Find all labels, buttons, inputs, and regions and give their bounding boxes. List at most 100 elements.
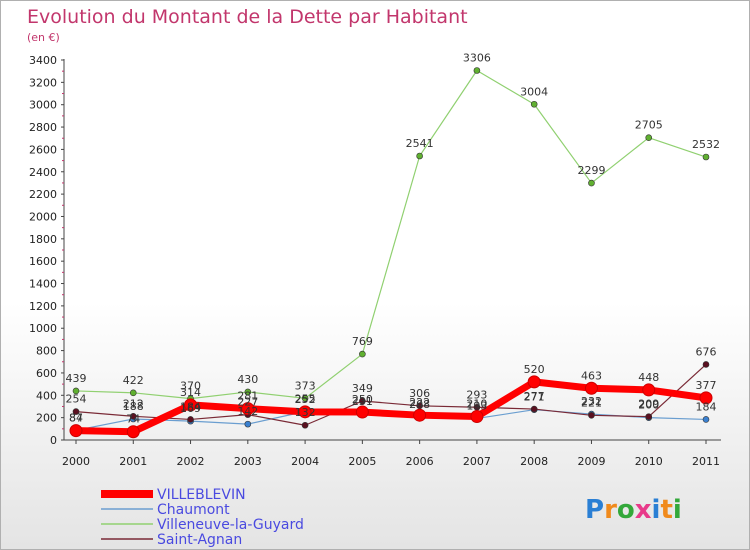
series-line-villeblevin	[72, 378, 710, 436]
data-label-villeblevin: 377	[696, 379, 717, 392]
data-label-villeblevin: 448	[638, 371, 659, 384]
y-tick-label: 2200	[29, 188, 57, 201]
y-tick-label: 3000	[29, 99, 57, 112]
point-saint-agnan	[530, 405, 538, 413]
point-villeblevin	[126, 425, 140, 439]
point-villeblevin	[298, 405, 312, 419]
data-label-chaumont: 87	[69, 411, 83, 424]
data-label-villeneuve-la-guyard: 769	[352, 335, 373, 348]
y-tick-label: 600	[36, 367, 57, 380]
point-villeneuve-la-guyard	[530, 100, 538, 108]
point-villeneuve-la-guyard	[359, 350, 366, 358]
data-label-chaumont: 142	[237, 405, 258, 418]
point-villeneuve-la-guyard	[473, 67, 481, 74]
point-villeblevin	[355, 405, 369, 419]
y-tick-label: 1200	[29, 300, 57, 313]
x-tick-label: 2006	[406, 455, 434, 468]
data-label-villeneuve-la-guyard: 422	[123, 374, 144, 387]
y-tick-label: 2800	[29, 121, 57, 134]
series-line-saint-agnan	[75, 363, 707, 426]
legend: VILLEBLEVINChaumontVilleneuve-la-GuyardS…	[101, 487, 304, 548]
x-tick-label: 2009	[577, 455, 605, 468]
data-label-villeneuve-la-guyard: 370	[180, 380, 201, 393]
data-label-villeneuve-la-guyard: 3004	[520, 85, 548, 98]
data-label-chaumont: 188	[123, 400, 144, 413]
point-villeblevin	[527, 375, 541, 389]
y-tick-label: 2000	[29, 210, 57, 223]
logo-letter: i	[673, 495, 682, 525]
data-label-villeneuve-la-guyard: 439	[66, 372, 87, 385]
logo-letter: o	[617, 495, 635, 525]
data-label-villeblevin: 314	[180, 386, 201, 399]
point-villeblevin	[470, 410, 484, 424]
point-villeneuve-la-guyard	[72, 387, 80, 395]
data-label-saint-agnan: 293	[466, 388, 487, 401]
data-label-villeneuve-la-guyard: 430	[237, 373, 258, 386]
logo-letter: i	[652, 495, 661, 525]
data-label-saint-agnan: 277	[524, 390, 545, 403]
point-villeblevin	[413, 408, 427, 422]
x-tick-label: 2011	[692, 455, 720, 468]
data-label-saint-agnan: 132	[295, 406, 316, 419]
data-label-villeblevin: 281	[237, 390, 258, 403]
data-label-villeneuve-la-guyard: 2541	[406, 137, 434, 150]
y-tick-label: 2400	[29, 166, 57, 179]
point-saint-agnan	[187, 416, 194, 423]
point-saint-agnan	[645, 413, 653, 420]
point-saint-agnan	[588, 411, 595, 419]
legend-label-chaumont: Chaumont	[157, 502, 230, 518]
point-villeneuve-la-guyard	[702, 153, 710, 161]
data-label-villeblevin: 463	[581, 369, 602, 382]
y-tick-label: 3200	[29, 76, 57, 89]
data-label-chaumont: 193	[466, 399, 487, 412]
y-tick-label: 1800	[29, 233, 57, 246]
data-label-villeneuve-la-guyard: 2532	[692, 138, 720, 151]
y-tick-label: 1600	[29, 255, 57, 268]
y-tick-label: 0	[50, 434, 57, 447]
point-villeneuve-la-guyard	[129, 389, 137, 397]
logo-letter: P	[585, 495, 604, 525]
logo-letter: t	[660, 495, 672, 525]
data-label-chaumont: 184	[696, 400, 717, 413]
y-tick-label: 1400	[29, 278, 57, 291]
data-label-saint-agnan: 227	[237, 396, 258, 409]
data-label-saint-agnan: 349	[352, 382, 373, 395]
series-line-villeneuve-la-guyard	[75, 69, 707, 400]
data-label-saint-agnan: 184	[180, 400, 201, 413]
data-label-villeneuve-la-guyard: 2299	[577, 164, 605, 177]
point-saint-agnan	[301, 421, 309, 429]
data-label-saint-agnan: 306	[409, 387, 430, 400]
legend-label-saint-agnan: Saint-Agnan	[157, 532, 242, 548]
point-chaumont	[702, 416, 710, 423]
data-label-saint-agnan: 254	[66, 393, 87, 406]
data-label-villeneuve-la-guyard: 373	[295, 379, 316, 392]
point-villeneuve-la-guyard	[588, 179, 595, 187]
point-saint-agnan	[702, 361, 710, 368]
data-label-villeblevin: 74	[126, 413, 140, 426]
chart-title: Evolution du Montant de la Dette par Hab…	[27, 6, 468, 28]
point-villeneuve-la-guyard	[244, 388, 252, 396]
point-villeblevin	[241, 402, 255, 416]
data-label-chaumont: 169	[180, 402, 201, 415]
data-label-chaumont: 208	[409, 398, 430, 411]
data-label-villeblevin: 252	[295, 393, 316, 406]
data-label-villeblevin: 222	[409, 396, 430, 409]
data-label-chaumont: 200	[638, 399, 659, 412]
x-tick-label: 2008	[520, 455, 548, 468]
x-tick-label: 2004	[291, 455, 319, 468]
data-labels: 439 422 370 430 373 769 2541 3306 3004 2299 2705 25…	[66, 52, 721, 426]
data-label-villeblevin: 520	[524, 363, 545, 376]
data-label-chaumont: 231	[352, 395, 373, 408]
x-tick-label: 2007	[463, 455, 491, 468]
y-tick-label: 1000	[29, 322, 57, 335]
point-villeneuve-la-guyard	[645, 134, 653, 141]
data-label-chaumont: 232	[581, 395, 602, 408]
axes: 0 200 400 600 800 1000 1200 1400 1600 1800 2000 220…	[29, 54, 721, 468]
y-tick-label: 800	[36, 345, 57, 358]
data-label-villeblevin: 250	[352, 393, 373, 406]
x-tick-label: 2001	[119, 455, 147, 468]
y-tick-label: 2600	[29, 143, 57, 156]
data-label-chaumont: 271	[524, 391, 545, 404]
point-saint-agnan	[72, 408, 80, 415]
